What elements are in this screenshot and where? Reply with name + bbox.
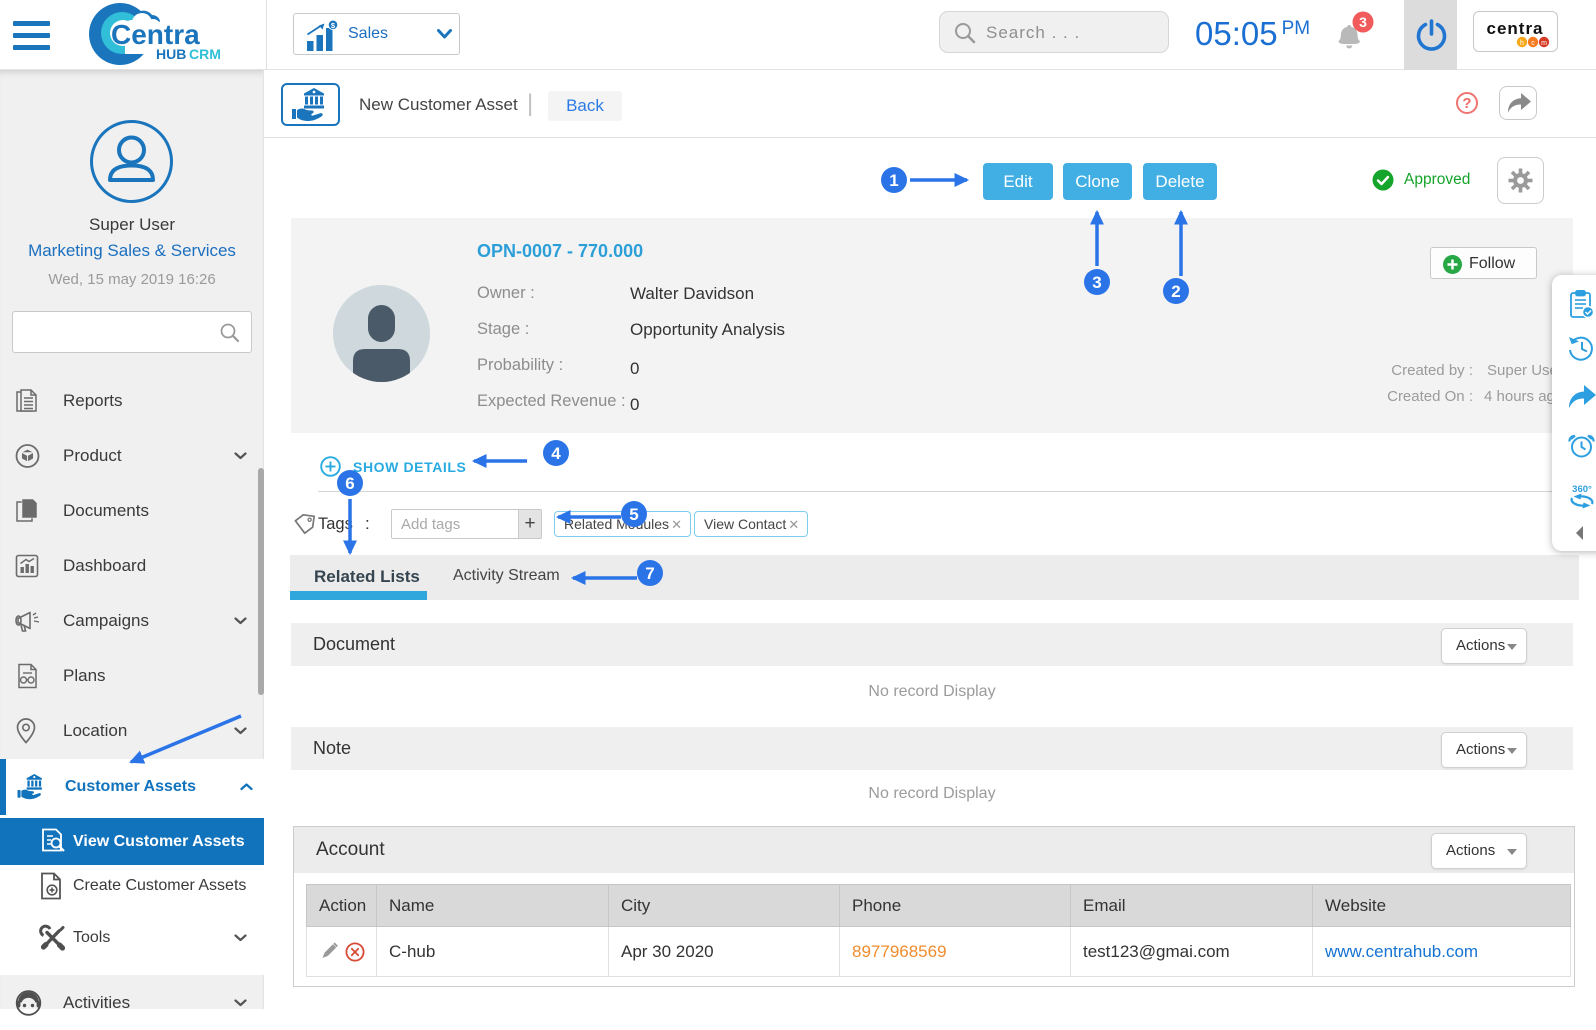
svg-text:centra: centra xyxy=(1486,19,1543,38)
svg-text:m: m xyxy=(1541,40,1547,47)
svg-text:Centra: Centra xyxy=(111,19,200,50)
svg-text:$: $ xyxy=(331,21,336,30)
svg-text:360°: 360° xyxy=(1572,484,1592,495)
svg-text:3: 3 xyxy=(1359,14,1367,30)
svg-text:CRM: CRM xyxy=(189,46,221,62)
svg-text:c: c xyxy=(1531,40,1535,47)
svg-text:h: h xyxy=(1520,40,1524,47)
svg-text:HUB: HUB xyxy=(156,46,186,62)
